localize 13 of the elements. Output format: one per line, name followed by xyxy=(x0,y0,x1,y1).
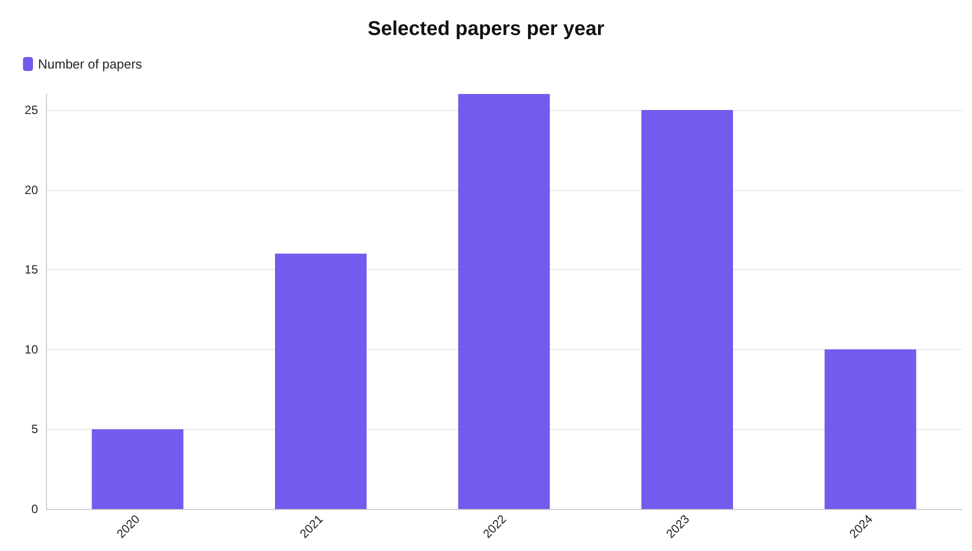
bar xyxy=(92,429,184,509)
bar xyxy=(641,110,733,509)
y-tick-label: 20 xyxy=(24,182,38,197)
bar xyxy=(275,254,367,509)
y-tick-label: 15 xyxy=(24,262,38,277)
bar xyxy=(824,349,916,509)
y-tick-label: 5 xyxy=(31,422,38,436)
y-tick-label: 10 xyxy=(24,342,38,356)
bar xyxy=(458,94,550,509)
y-tick-label: 25 xyxy=(24,102,38,117)
legend-label: Number of papers xyxy=(38,56,143,72)
chart-title: Selected papers per year xyxy=(368,18,605,40)
y-tick-label: 0 xyxy=(31,502,38,516)
